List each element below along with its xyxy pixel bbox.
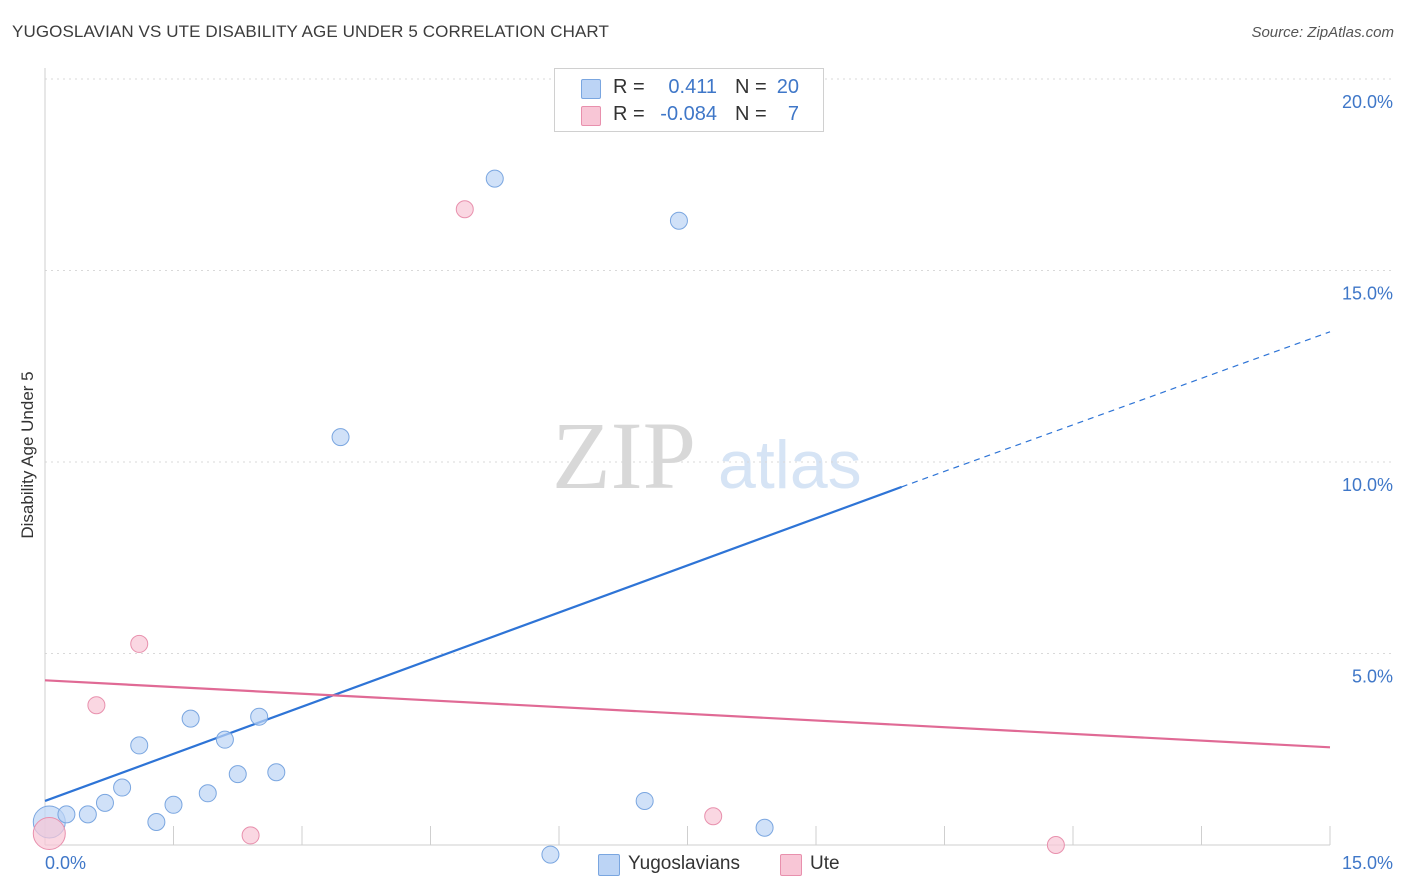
y-axis-label: Disability Age Under 5	[18, 371, 37, 538]
data-point-ute	[32, 817, 66, 851]
data-point-yugoslavians	[130, 736, 149, 755]
watermark-atlas: atlas	[718, 427, 862, 503]
y-tick-label: 10.0%	[1342, 475, 1393, 495]
data-point-yugoslavians	[95, 793, 114, 812]
data-point-ute	[1046, 836, 1065, 854]
legend-swatch-ute	[581, 106, 601, 126]
data-point-yugoslavians	[669, 211, 688, 230]
data-point-yugoslavians	[164, 795, 183, 814]
r-label: R =	[613, 103, 645, 125]
data-point-yugoslavians	[755, 818, 774, 837]
data-point-yugoslavians	[113, 778, 132, 797]
r-label: R =	[613, 76, 645, 98]
watermark-zip: ZIP	[552, 402, 696, 509]
data-point-yugoslavians	[541, 845, 560, 864]
y-tick-label: 20.0%	[1342, 92, 1393, 112]
data-point-yugoslavians	[78, 805, 97, 824]
x-tick-label: 15.0%	[1342, 853, 1393, 873]
data-point-ute	[87, 696, 106, 715]
trend-line-yugoslavians	[44, 485, 903, 802]
data-point-yugoslavians	[331, 428, 350, 447]
data-point-ute	[455, 200, 474, 219]
y-tick-label: 15.0%	[1342, 284, 1393, 304]
data-point-yugoslavians	[215, 730, 234, 749]
n-label: N =	[735, 76, 767, 98]
data-point-yugoslavians	[267, 763, 286, 782]
data-point-yugoslavians	[57, 805, 76, 824]
bottom-legend-swatch-ute	[780, 854, 802, 876]
bottom-legend-label: Ute	[810, 853, 840, 874]
n-value: 7	[787, 103, 799, 125]
data-point-yugoslavians	[250, 707, 269, 726]
source-label: Source: ZipAtlas.com	[1251, 24, 1394, 41]
data-point-yugoslavians	[147, 813, 166, 832]
chart-title: YUGOSLAVIAN VS UTE DISABILITY AGE UNDER …	[12, 22, 609, 41]
stats-legend: R = 0.411 N = 20 R = -0.084 N = 7	[554, 68, 824, 132]
bottom-legend-yugoslavians: Yugoslavians	[598, 852, 758, 878]
data-point-yugoslavians	[198, 784, 217, 803]
bottom-legend-ute: Ute	[780, 852, 860, 878]
bottom-legend-label: Yugoslavians	[628, 853, 740, 874]
trend-line-ute	[44, 679, 1331, 749]
bottom-legend-swatch-yugoslavians	[598, 854, 620, 876]
data-point-yugoslavians	[635, 791, 654, 810]
n-value: 20	[776, 76, 799, 98]
data-point-yugoslavians	[181, 709, 200, 728]
r-value: 0.411	[668, 76, 717, 98]
data-point-yugoslavians	[228, 765, 247, 784]
data-point-yugoslavians	[485, 169, 504, 188]
trend-line-extension-yugoslavians	[901, 331, 1331, 488]
n-label: N =	[735, 103, 767, 125]
x-tick-label: 0.0%	[45, 853, 86, 873]
legend-swatch-yugoslavians	[581, 79, 601, 99]
r-value: -0.084	[660, 103, 717, 125]
data-point-ute	[130, 634, 149, 653]
y-tick-label: 5.0%	[1352, 667, 1393, 687]
data-point-ute	[241, 826, 260, 845]
data-point-ute	[704, 807, 723, 826]
